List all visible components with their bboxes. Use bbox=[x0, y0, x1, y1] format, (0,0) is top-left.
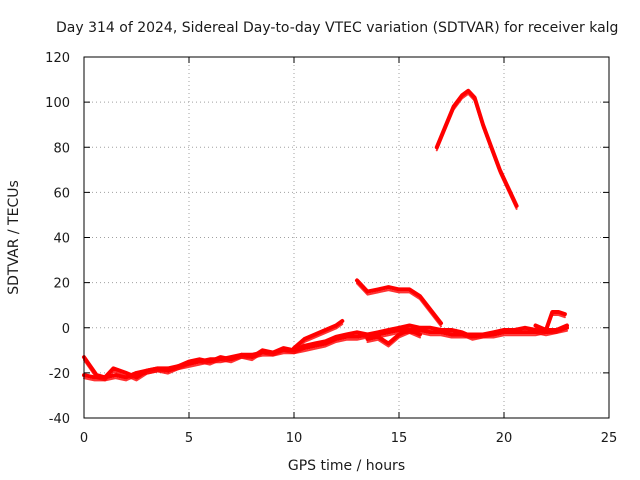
grid bbox=[84, 57, 609, 418]
y-tick-label: 80 bbox=[53, 141, 70, 156]
x-tick-label: 0 bbox=[80, 431, 88, 446]
series-group bbox=[82, 88, 569, 382]
series-line-shadow-tail-22h bbox=[534, 314, 566, 334]
y-tick-label: 0 bbox=[62, 322, 70, 337]
chart-title: Day 314 of 2024, Sidereal Day-to-day VTE… bbox=[56, 20, 618, 36]
plot-frame bbox=[83, 56, 610, 419]
series-line-arc-12h bbox=[292, 319, 345, 351]
series-line-hump-13h bbox=[355, 278, 443, 326]
x-tick-label: 15 bbox=[391, 431, 408, 446]
x-tick-label: 5 bbox=[185, 431, 193, 446]
y-tick-label: 60 bbox=[53, 186, 70, 201]
y-tick-label: 40 bbox=[53, 232, 70, 247]
series-line-peak-18h bbox=[434, 88, 519, 208]
x-axis-label: GPS time / hours bbox=[288, 458, 405, 474]
ticks bbox=[83, 56, 610, 419]
y-tick-label: -40 bbox=[49, 412, 70, 427]
y-tick-label: 120 bbox=[45, 51, 70, 66]
y-tick-labels: -40 -20 0 20 40 60 80 100 120 bbox=[45, 51, 70, 427]
series-line-baseline-b bbox=[82, 323, 569, 380]
x-tick-label: 25 bbox=[601, 431, 618, 446]
x-tick-label: 20 bbox=[496, 431, 513, 446]
series-line-shadow-loop-14h bbox=[366, 332, 421, 348]
series-line-shadow-hump-13h bbox=[356, 282, 442, 328]
series-line-tail-22h bbox=[533, 310, 567, 332]
series-line-shadow-peak-18h bbox=[435, 92, 518, 210]
y-tick-label: -20 bbox=[49, 367, 70, 382]
y-tick-label: 100 bbox=[45, 96, 70, 111]
y-tick-label: 20 bbox=[53, 277, 70, 292]
series-line-shadow-arc-12h bbox=[293, 323, 344, 353]
x-tick-labels: 0 5 10 15 20 25 bbox=[80, 431, 617, 446]
series-line-shadow-baseline-b bbox=[83, 327, 568, 382]
x-tick-label: 10 bbox=[286, 431, 303, 446]
series-line-loop-14h bbox=[365, 328, 422, 346]
y-axis-label: SDTVAR / TECUs bbox=[6, 180, 22, 295]
